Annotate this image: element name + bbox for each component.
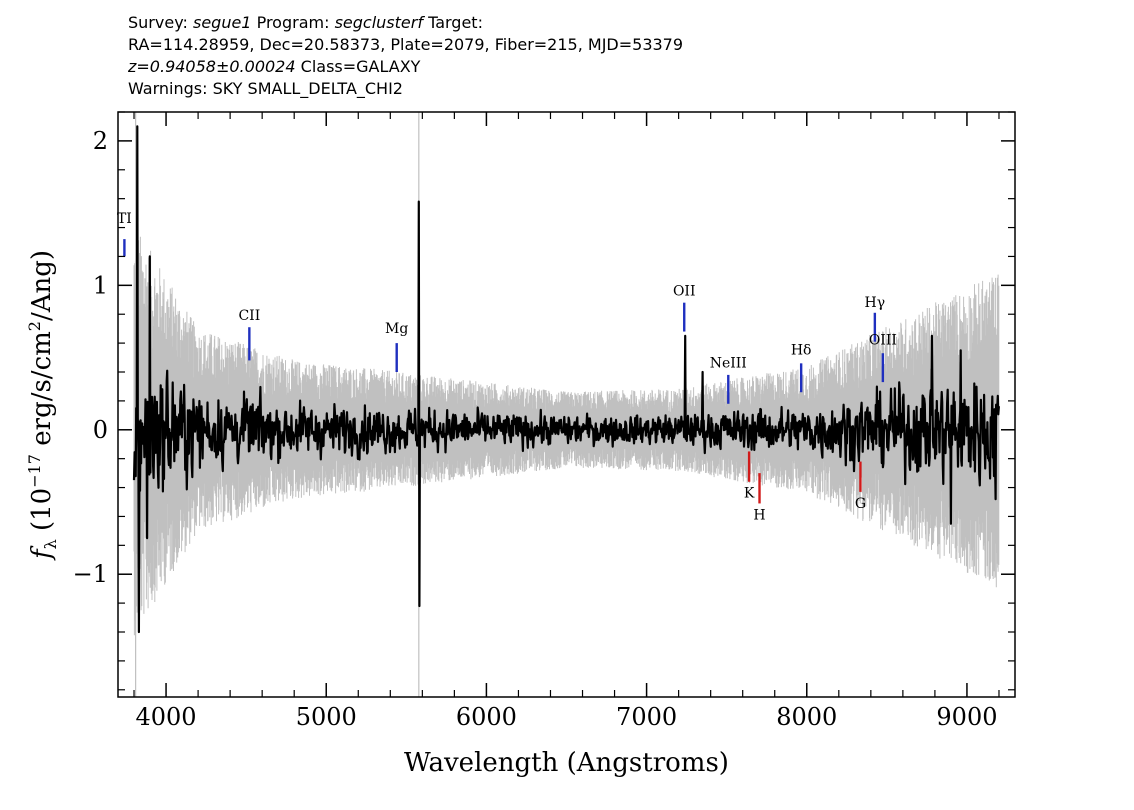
- y-label-unit-exp: 2: [25, 321, 44, 331]
- survey-value: segue1: [192, 13, 252, 32]
- x-tick-label: 7000: [616, 703, 677, 731]
- survey-label: Survey:: [128, 13, 188, 32]
- header-line-redshift: z=0.94058±0.00024 Class=GALAXY: [128, 56, 683, 78]
- y-label-exp: −17: [25, 454, 44, 488]
- target-label: Target:: [428, 13, 483, 32]
- marker-label-hdelta: Hδ: [791, 343, 812, 359]
- marker-label-hgamma: Hγ: [865, 295, 886, 311]
- marker-hdelta: Hδ: [791, 343, 812, 393]
- plot-frame: [117, 111, 1016, 698]
- marker-oiii: OIII: [869, 333, 897, 383]
- x-tick-label: 4000: [136, 703, 197, 731]
- marker-neiii: NeIII: [710, 356, 747, 404]
- y-tick-label: 1: [93, 271, 108, 299]
- header-line-warnings: Warnings: SKY SMALL_DELTA_CHI2: [128, 79, 403, 98]
- header-line-survey: Survey: segue1 Program: segclusterf Targ…: [128, 12, 683, 34]
- y-label-rest: (10: [27, 488, 57, 540]
- marker-oii: OII: [673, 283, 696, 332]
- marker-label-oiii: OIII: [869, 333, 897, 349]
- line-markers-layer: TI CII Mg OII NeIII Hδ Hγ OIII KH G: [117, 211, 897, 523]
- marker-cii: CII: [238, 308, 260, 361]
- x-tick-label: 9000: [936, 703, 997, 731]
- marker-label-h: H: [753, 507, 765, 523]
- flux-layer: [132, 125, 1000, 634]
- y-label-sub: λ: [41, 539, 60, 549]
- marker-label-k: K: [744, 486, 755, 502]
- marker-label-oii: OII: [673, 283, 696, 299]
- marker-label-g: G: [855, 496, 866, 512]
- marker-g: G: [855, 461, 866, 512]
- y-label-unit: erg/s/cm: [27, 331, 57, 454]
- y-tick-label: 0: [93, 416, 108, 444]
- x-tick-label: 6000: [456, 703, 517, 731]
- y-tick-label: 2: [93, 127, 108, 155]
- marker-label-neiii: NeIII: [710, 356, 747, 372]
- marker-h: H: [753, 473, 766, 523]
- marker-k: K: [744, 451, 755, 502]
- flux-line: [132, 125, 1000, 634]
- y-tick-label: −1: [73, 560, 108, 588]
- x-tick-label: 5000: [296, 703, 357, 731]
- marker-label-mg: Mg: [385, 321, 408, 337]
- marker-hgamma: Hγ: [865, 295, 886, 342]
- marker-label-cii: CII: [238, 308, 260, 324]
- y-axis-label: fλ (10−17 erg/s/cm2/Ang): [25, 250, 60, 561]
- redshift-value: z=0.94058±0.00024: [128, 57, 296, 76]
- x-tick-label: 8000: [776, 703, 837, 731]
- spectrum-header: Survey: segue1 Program: segclusterf Targ…: [128, 12, 683, 100]
- header-line-coordinates: RA=114.28959, Dec=20.58373, Plate=2079, …: [128, 35, 684, 54]
- marker-mg: Mg: [385, 321, 408, 372]
- program-value: segclusterf: [334, 13, 423, 32]
- marker-tiii: TI: [117, 211, 132, 257]
- program-label: Program:: [256, 13, 330, 32]
- ticks-layer: 4000 5000 6000 7000 8000 9000 −1 0 1 2: [73, 111, 1015, 731]
- y-label-tail: /Ang): [27, 250, 57, 321]
- class-value: Class=GALAXY: [300, 57, 421, 76]
- x-axis-label: Wavelength (Angstroms): [404, 748, 729, 778]
- marker-label-tiii: TI: [117, 211, 132, 227]
